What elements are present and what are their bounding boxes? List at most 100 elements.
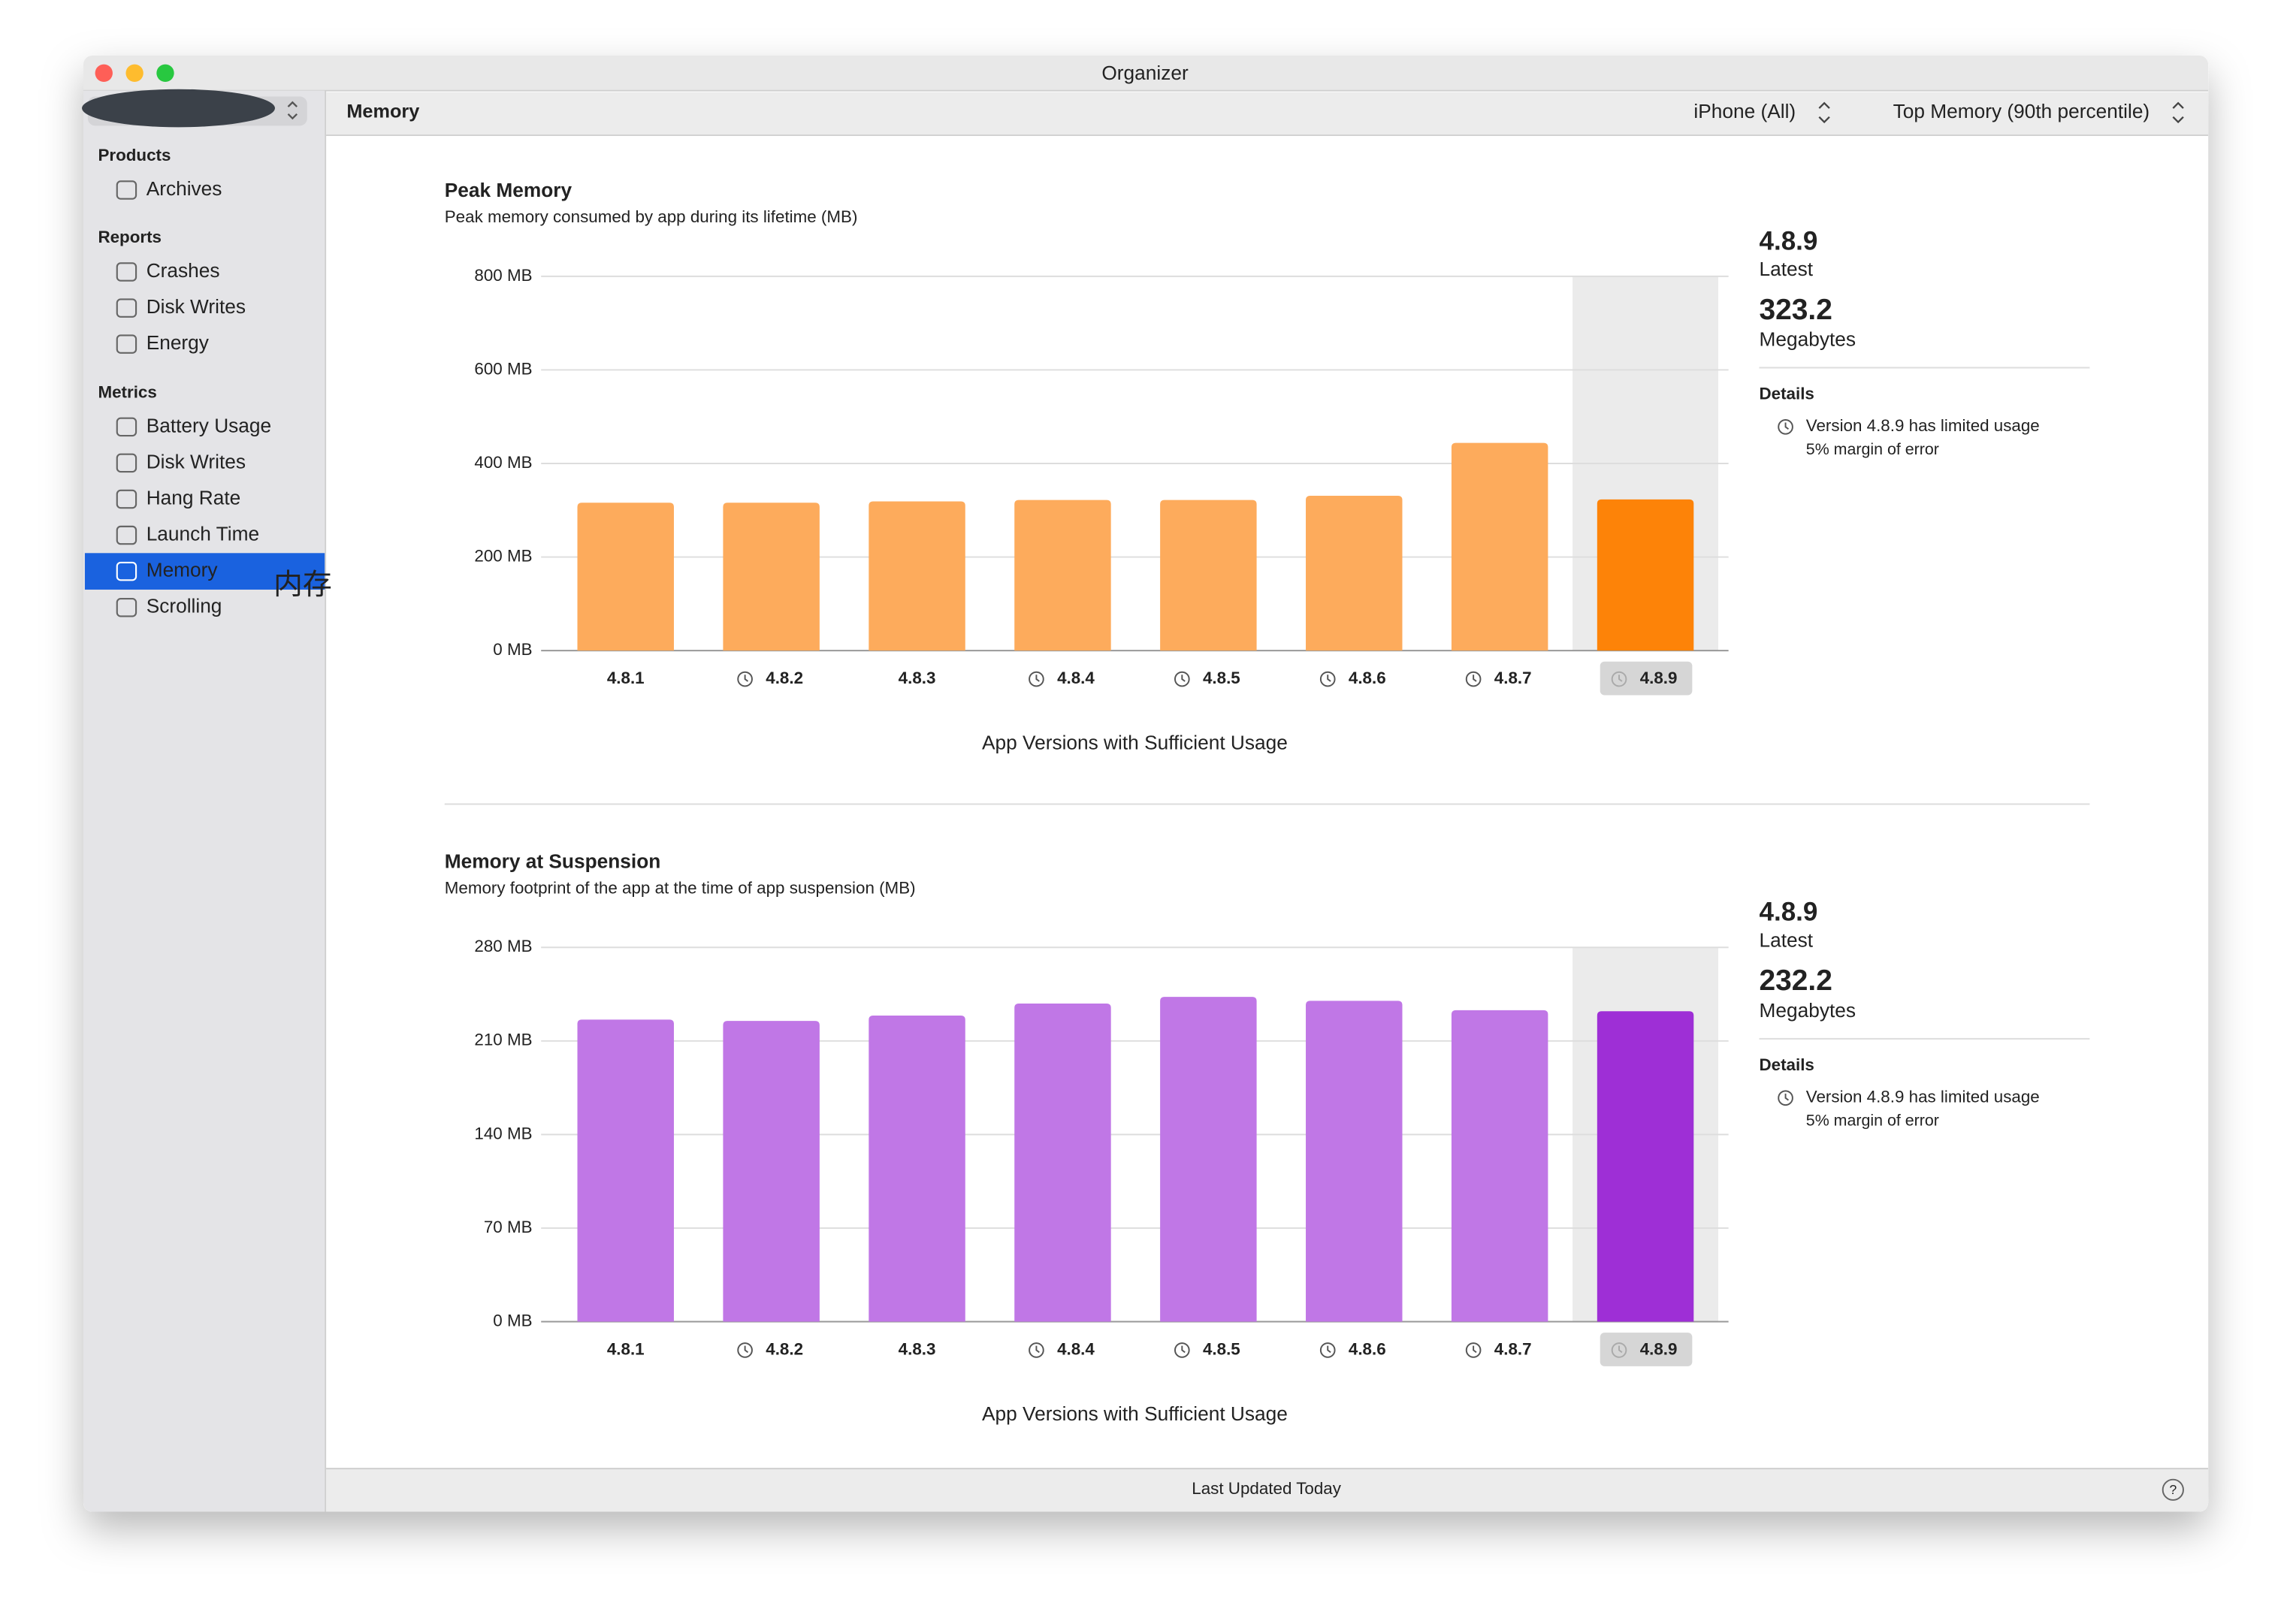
bar[interactable] bbox=[1014, 1003, 1111, 1322]
help-button[interactable] bbox=[2162, 1478, 2184, 1501]
bar[interactable] bbox=[577, 1019, 674, 1322]
y-tick-label: 0 MB bbox=[493, 1311, 532, 1330]
sidebar-selection bbox=[84, 553, 325, 590]
x-tick-label[interactable]: 4.8.5 bbox=[1203, 1339, 1240, 1358]
limited-usage-icon bbox=[1784, 422, 1790, 430]
sidebar-item[interactable]: Disk Writes bbox=[147, 295, 246, 318]
window-title: Organizer bbox=[1101, 62, 1189, 84]
limited-usage-icon bbox=[1473, 675, 1477, 682]
x-tick-label[interactable]: 4.8.9 bbox=[1640, 669, 1678, 687]
summary-unit: Megabytes bbox=[1760, 328, 1856, 350]
x-axis-label: App Versions with Sufficient Usage bbox=[982, 732, 1288, 754]
sidebar-item[interactable]: Scrolling bbox=[147, 595, 222, 617]
summary-caption: Latest bbox=[1760, 258, 1814, 280]
bar[interactable] bbox=[1597, 499, 1694, 651]
bar[interactable] bbox=[723, 1021, 820, 1322]
chevron bbox=[287, 101, 298, 120]
annotation: 内存 bbox=[273, 569, 332, 601]
sidebar bbox=[83, 90, 325, 1512]
footer bbox=[326, 1468, 2209, 1512]
x-tick-label[interactable]: 4.8.7 bbox=[1494, 669, 1532, 687]
limited-usage-icon bbox=[1319, 1342, 1336, 1358]
bar[interactable] bbox=[1451, 442, 1548, 651]
y-tick-label: 200 MB bbox=[474, 546, 532, 565]
bar[interactable] bbox=[723, 503, 820, 651]
x-tick-label[interactable]: 4.8.1 bbox=[607, 1339, 645, 1358]
limited-usage-icon bbox=[1181, 1345, 1186, 1354]
minimize-button[interactable] bbox=[125, 64, 144, 82]
sidebar-icon bbox=[116, 298, 137, 318]
sidebar-item[interactable]: Energy bbox=[147, 331, 210, 354]
x-tick-label[interactable]: 4.8.2 bbox=[766, 669, 803, 687]
chart-title: Memory at Suspension bbox=[445, 850, 661, 872]
limited-usage-icon bbox=[737, 671, 753, 687]
x-axis-label: App Versions with Sufficient Usage bbox=[982, 1402, 1288, 1425]
details-title: Details bbox=[1760, 1055, 1814, 1074]
sidebar-item[interactable]: Crashes bbox=[147, 259, 220, 282]
summary-unit: Megabytes bbox=[1760, 999, 1856, 1022]
bar[interactable] bbox=[869, 1015, 965, 1322]
bar[interactable] bbox=[1597, 1011, 1694, 1322]
summary-caption: Latest bbox=[1760, 928, 1814, 951]
limited-usage-icon bbox=[1778, 419, 1793, 435]
title-bar bbox=[83, 55, 2209, 91]
bar[interactable] bbox=[1160, 997, 1257, 1322]
limited-usage-icon bbox=[1319, 671, 1336, 687]
redacted-area bbox=[82, 89, 275, 128]
limited-usage-icon bbox=[737, 1342, 753, 1358]
bar[interactable] bbox=[869, 501, 965, 651]
chart-title: Peak Memory bbox=[445, 179, 572, 201]
limited-usage-icon bbox=[1778, 1090, 1793, 1106]
bar[interactable] bbox=[1160, 500, 1257, 651]
selected-label-bg bbox=[1600, 1333, 1693, 1366]
device-selector[interactable]: iPhone (All) bbox=[1693, 100, 1796, 122]
sidebar-item[interactable]: Memory bbox=[147, 559, 219, 581]
chart-subtitle: Memory footprint of the app at the time … bbox=[445, 878, 916, 897]
limited-usage-icon bbox=[1611, 671, 1627, 687]
sidebar-item[interactable]: Battery Usage bbox=[147, 414, 271, 436]
bar[interactable] bbox=[1451, 1010, 1548, 1322]
sidebar-icon bbox=[116, 525, 137, 545]
metric-selector[interactable]: Top Memory (90th percentile) bbox=[1893, 100, 2150, 122]
y-tick-label: 280 MB bbox=[474, 937, 532, 955]
limited-usage-icon bbox=[1611, 1342, 1627, 1358]
details-text: Version 4.8.9 has limited usage bbox=[1806, 416, 2040, 435]
bar[interactable] bbox=[1306, 495, 1403, 651]
x-tick-label[interactable]: 4.8.4 bbox=[1057, 1339, 1095, 1358]
sidebar-icon bbox=[116, 180, 137, 200]
x-tick-label[interactable]: 4.8.5 bbox=[1203, 669, 1240, 687]
toolbar bbox=[326, 92, 2209, 135]
x-tick-label[interactable]: 4.8.9 bbox=[1640, 1339, 1678, 1358]
limited-usage-icon bbox=[744, 675, 749, 682]
sidebar-icon bbox=[116, 334, 137, 354]
sidebar-item[interactable]: Hang Rate bbox=[147, 486, 241, 509]
limited-usage-icon bbox=[1465, 671, 1482, 687]
limited-usage-icon bbox=[1029, 1342, 1044, 1358]
x-tick-label[interactable]: 4.8.2 bbox=[766, 1339, 803, 1358]
summary-version: 4.8.9 bbox=[1760, 898, 1818, 927]
sidebar-item[interactable]: Launch Time bbox=[147, 522, 259, 545]
sidebar-section-title: Reports bbox=[98, 228, 162, 246]
x-tick-label[interactable]: 4.8.4 bbox=[1057, 669, 1095, 687]
details-note: 5% margin of error bbox=[1806, 440, 1939, 458]
x-tick-label[interactable]: 4.8.3 bbox=[899, 1339, 936, 1358]
x-tick-label[interactable]: 4.8.1 bbox=[607, 669, 645, 687]
x-tick-label[interactable]: 4.8.6 bbox=[1349, 669, 1386, 687]
y-tick-label: 70 MB bbox=[484, 1218, 533, 1236]
bar[interactable] bbox=[1014, 500, 1111, 651]
details-title: Details bbox=[1760, 384, 1814, 403]
bar[interactable] bbox=[577, 503, 674, 651]
x-tick-label[interactable]: 4.8.3 bbox=[899, 669, 936, 687]
sidebar-icon bbox=[116, 453, 137, 473]
close-button[interactable] bbox=[95, 64, 113, 82]
chart-subtitle: Peak memory consumed by app during its l… bbox=[445, 207, 858, 226]
sidebar-icon bbox=[116, 489, 137, 509]
x-tick-label[interactable]: 4.8.6 bbox=[1349, 1339, 1386, 1358]
x-tick-label[interactable]: 4.8.7 bbox=[1494, 1339, 1532, 1358]
y-tick-label: 210 MB bbox=[474, 1031, 532, 1049]
sidebar-item[interactable]: Archives bbox=[147, 177, 222, 200]
sidebar-item[interactable]: Disk Writes bbox=[147, 450, 246, 472]
bar[interactable] bbox=[1306, 1001, 1403, 1322]
zoom-button[interactable] bbox=[156, 64, 174, 82]
